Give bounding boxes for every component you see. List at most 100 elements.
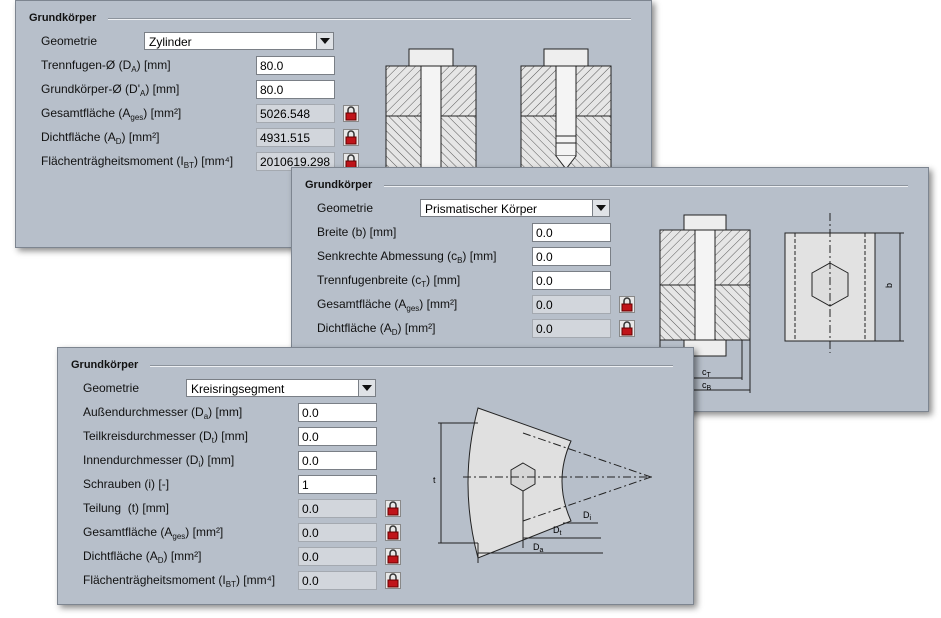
- dropdown-arrow[interactable]: [358, 380, 375, 396]
- panel-title: Grundkörper: [29, 12, 97, 24]
- label-subscript: A: [131, 65, 137, 74]
- label-text: ) [mm²]: [163, 549, 202, 563]
- text-input[interactable]: 0.0: [532, 223, 611, 242]
- text-input: 0.0: [298, 523, 377, 542]
- field-label: Breite (b) [mm]: [317, 225, 396, 239]
- dim-label: Da: [533, 542, 544, 554]
- lock-icon: [385, 524, 401, 541]
- field-label: Schrauben (i) [-]: [83, 477, 169, 491]
- label-text: ) [mm²]: [185, 525, 224, 539]
- label-text: Breite (b) [mm]: [317, 225, 397, 239]
- panel: t Di Dt Da Grundkörper Geometrie Kreisring…: [57, 347, 694, 605]
- panel-title: Grundkörper: [305, 179, 373, 191]
- label-text: ) [mm²]: [121, 130, 160, 144]
- field-label: Gesamtfläche (Ages) [mm²]: [83, 525, 223, 544]
- label-subscript: ges: [406, 304, 420, 313]
- dropdown[interactable]: Prismatischer Körper: [420, 199, 610, 217]
- drawing: b cT cB: [659, 213, 904, 393]
- dropdown[interactable]: Kreisringsegment: [186, 379, 376, 397]
- text-input[interactable]: 80.0: [256, 80, 335, 99]
- text-input: 5026.548: [256, 104, 335, 123]
- field-label: Flächenträgheitsmoment (IBT) [mm⁴]: [41, 154, 233, 173]
- field-label: Dichtfläche (AD) [mm²]: [317, 321, 435, 340]
- lock-button[interactable]: [343, 105, 359, 122]
- field-label: Geometrie: [83, 381, 140, 395]
- field-label: Teilung (t) [mm]: [83, 501, 169, 515]
- lock-button[interactable]: [619, 320, 635, 337]
- label-text: ) [mm²]: [397, 321, 436, 335]
- dim-label: Dt: [553, 525, 562, 537]
- label-text: Innendurchmesser (D: [83, 453, 199, 467]
- text-input[interactable]: 0.0: [298, 451, 377, 470]
- lock-icon: [619, 296, 635, 313]
- label-text: Gesamtfläche (A: [317, 297, 407, 311]
- label-text: Dichtfläche (A: [83, 549, 158, 563]
- field-label: Geometrie: [317, 201, 374, 215]
- label-text: ) [mm]: [462, 249, 497, 263]
- label-text: Trennfugenbreite (c: [317, 273, 422, 287]
- field-label: Gesamtfläche (Ages) [mm²]: [41, 106, 181, 125]
- dim-label: Di: [583, 510, 592, 522]
- label-subscript: D: [391, 328, 398, 337]
- label-text: ) [mm²]: [419, 297, 458, 311]
- label-text: Dichtfläche (A: [41, 130, 116, 144]
- separator: [108, 18, 631, 20]
- lock-icon: [343, 105, 359, 122]
- label-text: ) [mm]: [145, 82, 180, 96]
- label-text: ) [mm⁴]: [235, 573, 276, 587]
- text-input[interactable]: 80.0: [256, 56, 335, 75]
- text-input[interactable]: 0.0: [298, 403, 377, 422]
- label-text: Trennfugen-Ø (D: [41, 58, 132, 72]
- lock-icon: [385, 548, 401, 565]
- text-input[interactable]: 1: [298, 475, 377, 494]
- label-subscript: a: [203, 412, 209, 421]
- label-text: Dichtfläche (A: [317, 321, 392, 335]
- dropdown-arrow[interactable]: [592, 200, 609, 216]
- text-input[interactable]: 0.0: [298, 427, 377, 446]
- field-label: Trennfugenbreite (cT) [mm]: [317, 273, 460, 292]
- field-label: Außendurchmesser (Da) [mm]: [83, 405, 242, 424]
- separator: [384, 185, 908, 187]
- dim-label: cT: [702, 367, 712, 379]
- lock-button[interactable]: [385, 524, 401, 541]
- field-label: Innendurchmesser (Di) [mm]: [83, 453, 234, 472]
- lock-button[interactable]: [385, 548, 401, 565]
- label-subscript: i: [198, 460, 201, 469]
- lock-button[interactable]: [385, 572, 401, 589]
- label-subscript: D: [157, 556, 164, 565]
- label-text: Flächenträgheitsmoment (I: [41, 154, 184, 168]
- lock-button[interactable]: [385, 500, 401, 517]
- lock-icon: [343, 129, 359, 146]
- lock-button[interactable]: [619, 296, 635, 313]
- text-input[interactable]: 0.0: [532, 271, 611, 290]
- label-text: Flächenträgheitsmoment (I: [83, 573, 226, 587]
- panel: b cT cB Grundkörper Geometrie Prismatische…: [291, 167, 929, 412]
- dropdown-arrow[interactable]: [316, 33, 333, 49]
- lock-button[interactable]: [343, 129, 359, 146]
- label-text: ) [mm]: [213, 429, 248, 443]
- dropdown-value: Prismatischer Körper: [425, 202, 538, 216]
- label-text: Grundkörper-Ø (D': [41, 82, 140, 96]
- field-label: Gesamtfläche (Ages) [mm²]: [317, 297, 457, 316]
- label-text: Teilung (t) [mm]: [83, 501, 170, 515]
- label-subscript: BT: [183, 161, 194, 170]
- lock-icon: [619, 320, 635, 337]
- field-label: Teilkreisdurchmesser (Dt) [mm]: [83, 429, 248, 448]
- text-input[interactable]: 0.0: [532, 247, 611, 266]
- text-input: 0.0: [298, 499, 377, 518]
- label-subscript: B: [457, 256, 463, 265]
- text-input: 0.0: [298, 571, 377, 590]
- field-label: Dichtfläche (AD) [mm²]: [83, 549, 201, 568]
- lock-icon: [385, 572, 401, 589]
- dropdown[interactable]: Zylinder: [144, 32, 334, 50]
- label-text: Gesamtfläche (A: [41, 106, 131, 120]
- text-input: 4931.515: [256, 128, 335, 147]
- panel-title: Grundkörper: [71, 359, 139, 371]
- label-subscript: ges: [130, 113, 144, 122]
- label-text: ) [mm⁴]: [193, 154, 234, 168]
- drawing: [385, 48, 612, 177]
- label-text: Teilkreisdurchmesser (D: [83, 429, 212, 443]
- label-subscript: ges: [172, 532, 186, 541]
- label-subscript: BT: [225, 580, 236, 589]
- dim-label: b: [884, 283, 894, 288]
